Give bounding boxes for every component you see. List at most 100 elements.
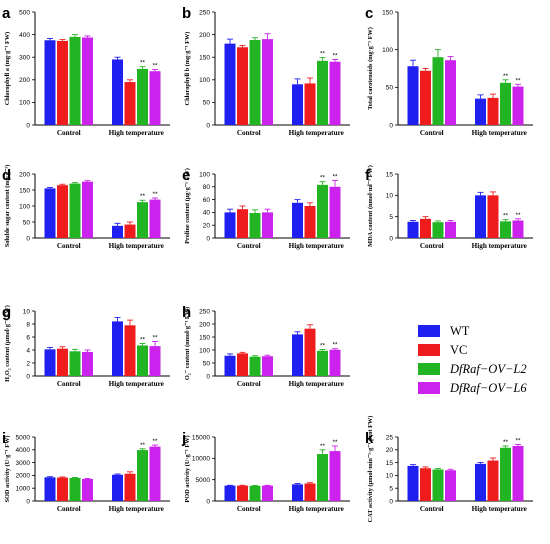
y-tick-label: 100 bbox=[19, 100, 30, 107]
bar bbox=[69, 183, 81, 238]
legend-label: WT bbox=[450, 324, 470, 338]
y-tick-label: 0 bbox=[26, 235, 30, 242]
y-tick-label: 150 bbox=[199, 334, 210, 341]
bar bbox=[292, 202, 303, 238]
panel-c: c Total carotenoids (mg·g⁻¹ FW) 0 50 100 150 C… bbox=[365, 5, 533, 137]
significance-marker: ** bbox=[152, 62, 158, 69]
y-tick-label: 0 bbox=[26, 498, 30, 505]
y-axis-label: Soluble sugar content (mg·g⁻¹) bbox=[4, 165, 11, 248]
y-tick-label: 40 bbox=[203, 210, 211, 217]
bar bbox=[137, 345, 148, 376]
x-tick-label: High temperature bbox=[472, 129, 527, 137]
x-tick-label: High temperature bbox=[289, 129, 344, 137]
y-tick-label: 0 bbox=[389, 235, 393, 242]
significance-marker: ** bbox=[152, 438, 158, 445]
y-tick-label: 4 bbox=[26, 347, 30, 354]
bar bbox=[304, 328, 316, 376]
significance-marker: ** bbox=[140, 337, 146, 344]
bar bbox=[149, 199, 161, 238]
significance-marker: ** bbox=[152, 335, 158, 342]
y-tick-label: 0 bbox=[26, 122, 30, 129]
bar bbox=[304, 83, 316, 125]
bar bbox=[124, 82, 136, 125]
y-tick-label: 100 bbox=[199, 347, 210, 354]
y-tick-label: 0 bbox=[206, 235, 210, 242]
bar bbox=[292, 484, 303, 501]
panel-letter: c bbox=[365, 5, 373, 22]
x-tick-label: Control bbox=[57, 242, 81, 250]
panel-letter: h bbox=[182, 304, 191, 321]
x-tick-label: High temperature bbox=[472, 505, 527, 513]
y-axis-label: SOD activity (U·g⁻¹ FW) bbox=[4, 436, 11, 503]
y-tick-label: 10000 bbox=[192, 456, 210, 463]
y-tick-label: 250 bbox=[199, 308, 210, 315]
bar bbox=[304, 483, 316, 501]
y-tick-label: 10 bbox=[23, 308, 31, 315]
bar bbox=[445, 60, 456, 125]
bar bbox=[304, 206, 316, 238]
bar bbox=[317, 454, 328, 501]
y-tick-label: 50 bbox=[386, 85, 394, 92]
significance-marker: ** bbox=[140, 60, 146, 67]
bar bbox=[224, 212, 236, 238]
bar bbox=[149, 346, 161, 376]
bar bbox=[44, 349, 56, 376]
bar bbox=[487, 195, 499, 238]
y-tick-label: 0 bbox=[389, 498, 393, 505]
y-tick-label: 10 bbox=[386, 193, 394, 200]
bar bbox=[432, 469, 444, 501]
bar bbox=[249, 213, 261, 238]
bar bbox=[44, 188, 56, 238]
panel-letter: a bbox=[2, 5, 11, 22]
significance-marker: ** bbox=[515, 212, 521, 219]
bar bbox=[124, 325, 136, 376]
bar bbox=[149, 71, 161, 125]
bar bbox=[249, 40, 261, 125]
x-tick-label: Control bbox=[420, 505, 444, 513]
y-tick-label: 25 bbox=[386, 434, 394, 441]
y-tick-label: 20 bbox=[386, 447, 394, 454]
y-tick-label: 250 bbox=[199, 9, 210, 16]
bar bbox=[512, 445, 524, 501]
y-tick-label: 0 bbox=[206, 373, 210, 380]
y-tick-label: 150 bbox=[199, 55, 210, 62]
bar bbox=[329, 349, 341, 376]
bar bbox=[82, 351, 93, 376]
bar bbox=[137, 202, 148, 238]
y-tick-label: 200 bbox=[19, 77, 30, 84]
y-tick-label: 0 bbox=[26, 373, 30, 380]
x-tick-label: High temperature bbox=[109, 380, 164, 388]
bar bbox=[500, 82, 511, 125]
bar bbox=[500, 447, 511, 501]
x-tick-label: Control bbox=[237, 242, 261, 250]
y-tick-label: 300 bbox=[19, 55, 30, 62]
significance-marker: ** bbox=[320, 443, 326, 450]
bar bbox=[82, 478, 93, 501]
bar bbox=[224, 355, 236, 376]
legend-label: DfRaf−OV−L6 bbox=[449, 381, 527, 395]
panel-letter: e bbox=[182, 167, 190, 184]
significance-marker: ** bbox=[515, 437, 521, 444]
significance-marker: ** bbox=[503, 73, 509, 80]
bar bbox=[487, 460, 499, 501]
legend-swatch bbox=[418, 382, 440, 394]
x-tick-label: Control bbox=[57, 380, 81, 388]
bar bbox=[69, 351, 81, 376]
panel-h: hO₂⁻ content (nmol·g⁻¹ FW) 0 50 100 150 200 25… bbox=[182, 304, 350, 388]
y-tick-label: 150 bbox=[382, 9, 393, 16]
bar bbox=[317, 184, 328, 238]
bar bbox=[475, 463, 486, 501]
y-tick-label: 80 bbox=[203, 184, 211, 191]
panel-letter: g bbox=[2, 304, 11, 321]
bar bbox=[420, 70, 431, 125]
bar bbox=[407, 465, 419, 501]
panel-letter: k bbox=[365, 430, 374, 447]
bar bbox=[237, 353, 248, 376]
significance-marker: ** bbox=[332, 173, 338, 180]
legend-swatch bbox=[418, 344, 440, 356]
y-axis-label: Chlorophyll b (mg·g⁻¹ FW) bbox=[184, 32, 191, 106]
significance-marker: ** bbox=[332, 342, 338, 349]
